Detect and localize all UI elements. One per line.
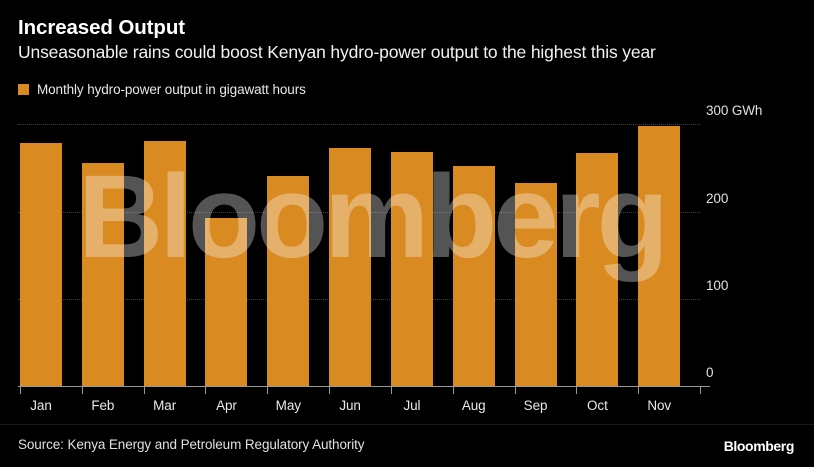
x-label-feb: Feb (91, 398, 115, 413)
x-tick-mar (143, 387, 145, 394)
x-tick-sep (514, 387, 516, 394)
x-tick-apr (205, 387, 207, 394)
x-tick-may (267, 387, 269, 394)
bar-may[interactable] (267, 176, 310, 386)
bloomberg-logo: Bloomberg (719, 436, 798, 456)
x-tick-aug (452, 387, 454, 394)
footer-divider (0, 424, 814, 425)
x-label-jan: Jan (30, 398, 52, 413)
square-swatch-icon (18, 84, 29, 95)
bar-jan[interactable] (20, 143, 63, 386)
x-label-mar: Mar (153, 398, 177, 413)
y-tick-label-200: 200 (706, 191, 729, 206)
x-tick-feb (81, 387, 83, 394)
legend-item-label: Monthly hydro-power output in gigawatt h… (37, 82, 306, 97)
x-label-sep: Sep (523, 398, 548, 413)
x-tick-jun (329, 387, 331, 394)
bar-jul[interactable] (390, 151, 433, 386)
page-title: Increased Output (18, 16, 185, 39)
bar-feb[interactable] (81, 163, 124, 386)
bar-jun[interactable] (329, 148, 372, 386)
x-tick-end (700, 387, 701, 394)
bar-aug[interactable] (452, 165, 495, 386)
axis-baseline (18, 386, 710, 387)
chart-legend: Monthly hydro-power output in gigawatt h… (18, 82, 306, 97)
y-tick-label-0: 0 (706, 365, 714, 380)
x-label-may: May (275, 398, 301, 413)
x-label-jul: Jul (403, 398, 421, 413)
chart-subtitle: Unseasonable rains could boost Kenyan hy… (18, 42, 656, 62)
x-label-apr: Apr (216, 398, 237, 413)
source-note: Source: Kenya Energy and Petroleum Regul… (18, 437, 365, 452)
y-tick-label-300: 300 GWh (706, 103, 763, 118)
y-tick-label-100: 100 (706, 278, 729, 293)
bar-oct[interactable] (576, 152, 619, 386)
bar-mar[interactable] (143, 141, 186, 386)
bar-sep[interactable] (514, 182, 557, 386)
x-label-oct: Oct (587, 398, 608, 413)
gridline-300 (18, 124, 700, 125)
x-tick-nov (638, 387, 640, 394)
bar-apr[interactable] (205, 218, 248, 386)
x-tick-jul (390, 387, 392, 394)
x-tick-oct (576, 387, 578, 394)
bar-nov[interactable] (638, 125, 681, 386)
x-label-jun: Jun (339, 398, 361, 413)
x-label-nov: Nov (647, 398, 672, 413)
x-tick-jan (20, 387, 21, 394)
x-label-aug: Aug (461, 398, 486, 413)
